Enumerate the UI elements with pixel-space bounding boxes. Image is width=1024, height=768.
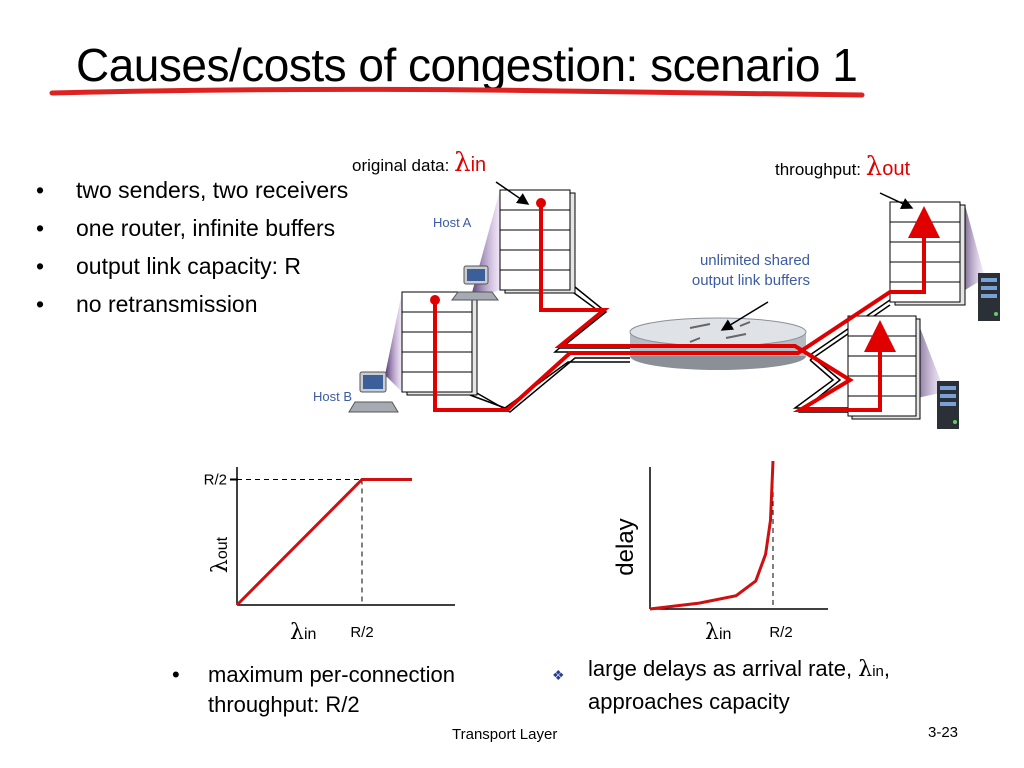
bullet-item: two senders, two receivers — [36, 175, 366, 205]
delay-chart: R/2 — [649, 460, 828, 641]
bullet-item: output link capacity: R — [36, 251, 366, 281]
chart2-x-label: λin — [705, 620, 732, 645]
buffers-label: unlimited shared output link buffers — [691, 252, 810, 289]
host-b-label: Host B — [313, 389, 353, 404]
original-data-label: original data: λin — [352, 148, 487, 178]
in-callout-arrow — [495, 181, 530, 205]
receiver-buffer-top — [889, 201, 966, 306]
series-line — [235, 478, 412, 607]
bottom-right-note: ❖ large delays as arrival rate, λin, app… — [552, 656, 890, 714]
host-b-shadow — [385, 292, 402, 392]
buffer-callout-arrow — [720, 301, 769, 331]
footer: Transport Layer — [452, 726, 558, 743]
source-dot-b — [430, 295, 440, 305]
series-curve — [649, 460, 775, 611]
diamond-bullet-icon: ❖ — [552, 667, 565, 683]
server-icon — [978, 273, 1000, 321]
throughput-label: throughput: λout — [775, 152, 911, 182]
y-tick-label: R/2 — [204, 472, 227, 489]
bottom-left-note: • maximum per-connection throughput: R/2 — [172, 662, 455, 717]
host-a-label: Host A — [433, 215, 472, 230]
chart2-y-label: delay — [612, 518, 639, 576]
page-title: Causes/costs of congestion: scenario 1 — [76, 39, 858, 91]
data-flow — [433, 203, 940, 412]
out-callout-arrow — [879, 192, 914, 209]
chart1-y-label: λout — [208, 536, 233, 574]
x-tick-label: R/2 — [769, 624, 792, 641]
computer-icon — [451, 265, 499, 301]
chart1-x-label: λin — [290, 620, 317, 645]
bullet-item: one router, infinite buffers — [36, 213, 366, 243]
bullet-list: two senders, two receivers one router, i… — [36, 175, 366, 327]
page-number: 3-23 — [928, 724, 959, 741]
throughput-chart: R/2 R/2 — [204, 467, 455, 641]
receiver-buffer-bottom — [847, 315, 921, 420]
server-icon — [937, 381, 959, 429]
host-b-buffer — [401, 291, 478, 396]
computer-icon — [348, 371, 399, 413]
source-dot-a — [536, 198, 546, 208]
bullet-item: no retransmission — [36, 289, 366, 319]
x-tick-label: R/2 — [350, 624, 373, 641]
